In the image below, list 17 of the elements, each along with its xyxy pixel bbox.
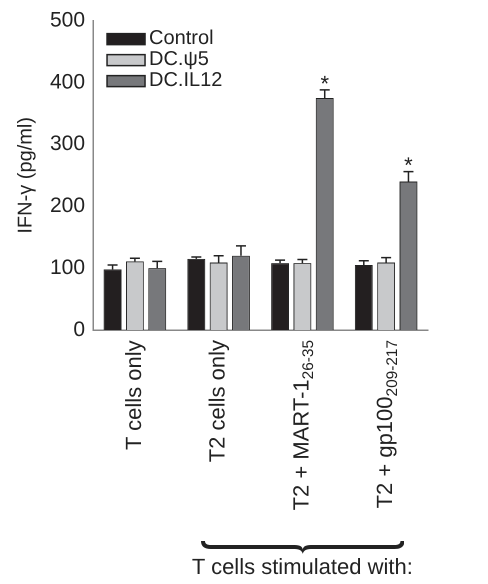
y-tick-label: 200 bbox=[50, 194, 86, 218]
x-tick-label: T cells only bbox=[120, 340, 146, 450]
data-label: * bbox=[404, 152, 414, 178]
x-tick-label: T2 cells only bbox=[204, 340, 230, 462]
x-tick-label: T2 + gp100209-217 bbox=[372, 340, 401, 508]
legend-label: Control bbox=[149, 27, 214, 50]
y-tick-label: 300 bbox=[50, 132, 86, 156]
legend-label: DC.IL12 bbox=[149, 69, 222, 92]
data-label: * bbox=[320, 70, 330, 96]
text: T cells stimulated with: bbox=[192, 554, 413, 580]
y-tick-label: 0 bbox=[73, 318, 86, 341]
y-tick-label: 100 bbox=[50, 256, 86, 279]
y-tick-label: 500 bbox=[50, 8, 86, 32]
legend-label: DC.ψ5 bbox=[149, 48, 209, 70]
y-axis-title: IFN-γ (pg/ml) bbox=[14, 116, 37, 234]
x-tick-label: T2 + MART-126-35 bbox=[288, 340, 318, 510]
y-tick-label: 400 bbox=[50, 70, 86, 94]
